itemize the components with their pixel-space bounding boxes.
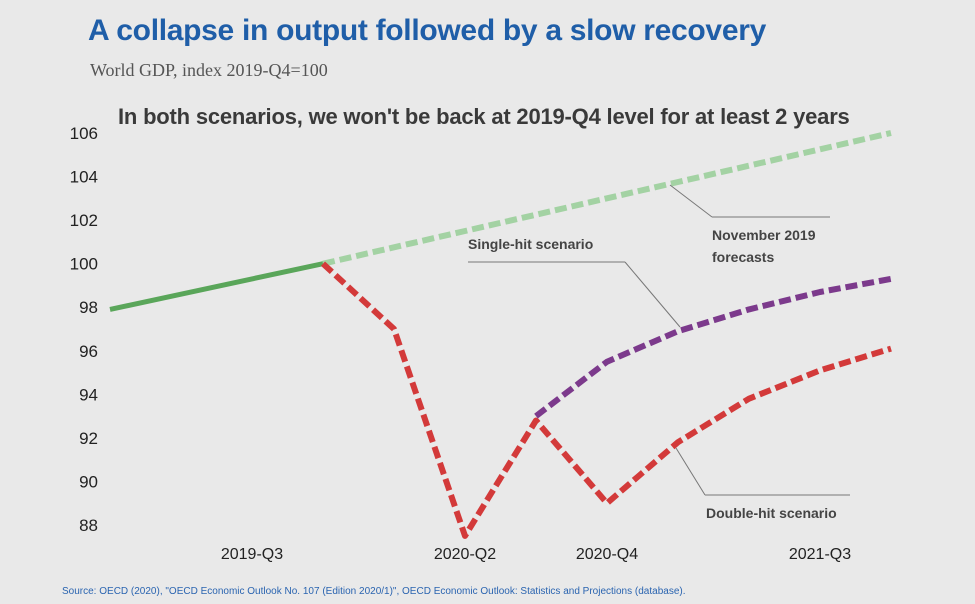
y-tick-label: 96 [79,342,98,361]
chart-annotation: In both scenarios, we won't be back at 2… [118,104,850,129]
y-tick-label: 92 [79,429,98,448]
chart-subtitle: World GDP, index 2019-Q4=100 [90,60,328,80]
x-tick-label: 2021-Q3 [789,546,851,563]
x-tick-label: 2019-Q3 [221,546,283,563]
series-line-actual [109,261,324,312]
forecast-leader [669,184,713,218]
y-axis: 88 90 92 94 96 98 100 102 104 106 [70,124,98,535]
double-hit-label: Double-hit scenario [706,505,837,521]
single-hit-leader-diagonal [624,261,681,328]
y-tick-label: 94 [79,385,98,404]
y-tick-label: 88 [79,516,98,535]
y-tick-label: 90 [79,472,98,491]
series-line-forecast [322,130,892,267]
series-labels: Single-hit scenario November 2019 foreca… [468,184,850,521]
forecast-label-line2: forecasts [712,249,774,265]
chart-source: Source: OECD (2020), "OECD Economic Outl… [62,586,686,597]
series-layer [109,130,892,539]
x-axis: 2019-Q3 2020-Q2 2020-Q4 2021-Q3 [221,546,851,563]
chart-title: A collapse in output followed by a slow … [88,14,766,47]
double-hit-leader [675,447,706,496]
y-tick-label: 100 [70,255,98,274]
x-tick-label: 2020-Q4 [576,546,638,563]
single-hit-label: Single-hit scenario [468,236,593,252]
x-tick-label: 2020-Q2 [434,546,496,563]
y-tick-label: 98 [79,298,98,317]
y-tick-label: 102 [70,211,98,230]
series-line-double-hit [320,261,892,539]
series-line-single-hit [534,275,892,419]
y-tick-label: 106 [70,124,98,143]
forecast-label-line1: November 2019 [712,227,816,243]
y-tick-label: 104 [70,168,98,187]
